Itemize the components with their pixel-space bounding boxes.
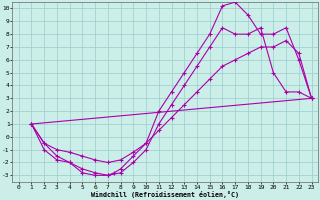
X-axis label: Windchill (Refroidissement éolien,°C): Windchill (Refroidissement éolien,°C) [91,191,239,198]
